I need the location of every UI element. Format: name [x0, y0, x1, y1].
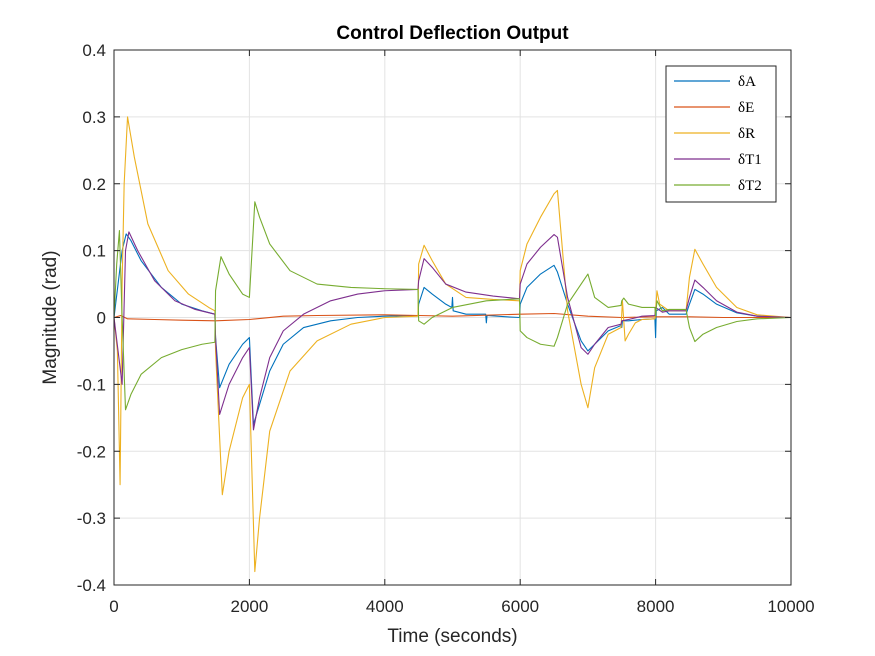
y-tick-label: 0.3 [82, 108, 106, 127]
chart-title: Control Deflection Output [336, 23, 569, 44]
legend-box [665, 65, 777, 203]
x-tick-label: 10000 [767, 597, 814, 616]
legend-label: δT1 [738, 152, 762, 168]
y-tick-label: 0.2 [82, 175, 106, 194]
y-tick-label: 0.4 [82, 41, 106, 60]
y-tick-label: -0.2 [77, 442, 106, 461]
y-tick-label: 0.1 [82, 242, 106, 261]
axis-ticks: 0 2000 4000 6000 8000 10000 -0.4 -0.3 -0.2 -0.1 0 0… [77, 41, 815, 616]
legend-label: δT2 [738, 178, 762, 194]
x-tick-label: 2000 [230, 597, 268, 616]
y-tick-label: -0.4 [77, 576, 106, 595]
series-line [113, 201, 792, 411]
y-axis-label: Magnitude (rad) [40, 250, 61, 384]
x-tick-label: 4000 [366, 597, 404, 616]
x-tick-label: 6000 [501, 597, 539, 616]
legend-label: δE [738, 100, 754, 116]
legend-label: δR [738, 126, 755, 142]
series-line [113, 233, 792, 426]
legend-label: δA [738, 74, 756, 90]
x-tick-label: 8000 [637, 597, 675, 616]
y-tick-label: 0 [97, 309, 106, 328]
x-axis-label: Time (seconds) [387, 626, 517, 647]
y-tick-label: -0.1 [77, 375, 106, 394]
legend: δA δE δR δT1 δT2 [665, 65, 777, 203]
series-lines [113, 116, 792, 573]
series-line [113, 312, 791, 322]
y-tick-label: -0.3 [77, 509, 106, 528]
x-tick-label: 0 [109, 597, 118, 616]
